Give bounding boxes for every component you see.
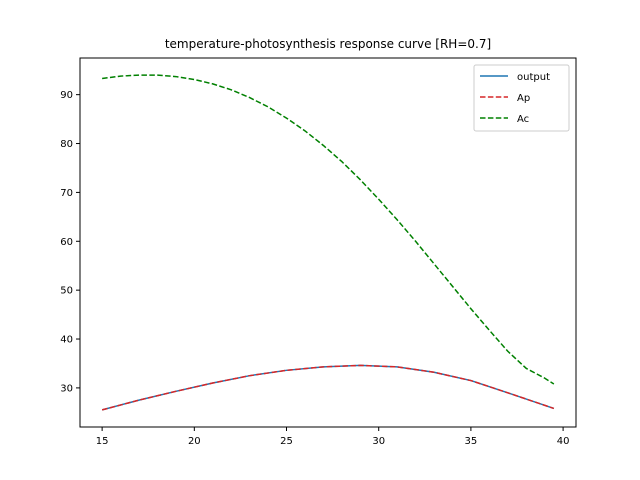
y-tick-label: 60 [60,237,73,248]
legend-label-output: output [517,72,550,83]
legend-label-ac: Ac [517,114,529,125]
series-layer [101,74,555,411]
plot-frame [79,57,577,428]
x-tick-label: 20 [188,436,201,447]
x-tick-label: 30 [372,436,385,447]
x-tick-label: 40 [557,436,570,447]
y-tick-label: 40 [60,335,73,346]
x-axis: 15 20 25 30 35 40 [96,427,570,447]
x-tick-label: 25 [280,436,293,447]
chart-title: temperature-photosynthesis response curv… [165,37,491,51]
x-tick-label: 15 [96,436,109,447]
x-tick-label: 35 [465,436,478,447]
series-line-ap [101,364,555,411]
y-tick-label: 90 [60,90,73,101]
legend-label-ap: Ap [517,93,530,104]
y-tick-label: 50 [60,286,73,297]
y-axis: 30 40 50 60 70 80 90 [60,90,80,394]
y-tick-label: 80 [60,139,73,150]
y-tick-label: 70 [60,188,73,199]
legend-box [473,64,570,132]
legend: output Ap Ac [473,64,570,132]
y-tick-label: 30 [60,383,73,394]
series-line-ac [102,74,555,385]
